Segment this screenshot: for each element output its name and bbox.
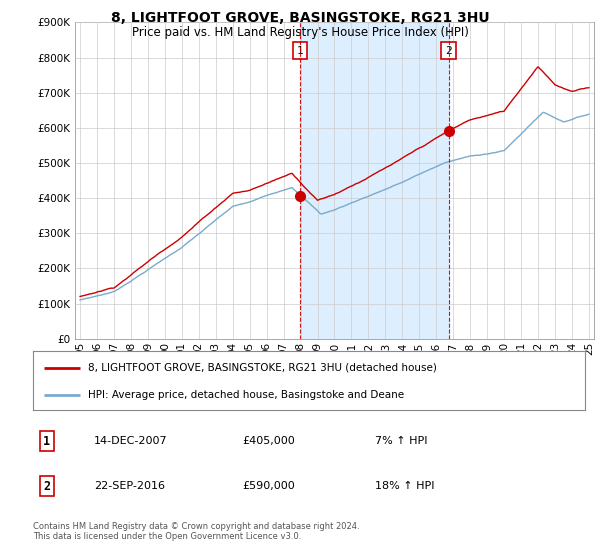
Text: 22-SEP-2016: 22-SEP-2016 [94, 481, 165, 491]
Text: £405,000: £405,000 [243, 436, 296, 446]
Text: HPI: Average price, detached house, Basingstoke and Deane: HPI: Average price, detached house, Basi… [88, 390, 404, 400]
Text: 8, LIGHTFOOT GROVE, BASINGSTOKE, RG21 3HU (detached house): 8, LIGHTFOOT GROVE, BASINGSTOKE, RG21 3H… [88, 362, 437, 372]
Text: Price paid vs. HM Land Registry's House Price Index (HPI): Price paid vs. HM Land Registry's House … [131, 26, 469, 39]
Text: 1: 1 [43, 435, 50, 448]
Text: 8, LIGHTFOOT GROVE, BASINGSTOKE, RG21 3HU: 8, LIGHTFOOT GROVE, BASINGSTOKE, RG21 3H… [110, 11, 490, 25]
Text: 7% ↑ HPI: 7% ↑ HPI [375, 436, 428, 446]
Text: 14-DEC-2007: 14-DEC-2007 [94, 436, 167, 446]
Text: Contains HM Land Registry data © Crown copyright and database right 2024.
This d: Contains HM Land Registry data © Crown c… [33, 522, 359, 542]
Text: 1: 1 [296, 45, 303, 55]
Text: 2: 2 [445, 45, 452, 55]
Text: 18% ↑ HPI: 18% ↑ HPI [375, 481, 435, 491]
Bar [300, 22, 449, 339]
Text: 2: 2 [43, 480, 50, 493]
Text: £590,000: £590,000 [243, 481, 296, 491]
